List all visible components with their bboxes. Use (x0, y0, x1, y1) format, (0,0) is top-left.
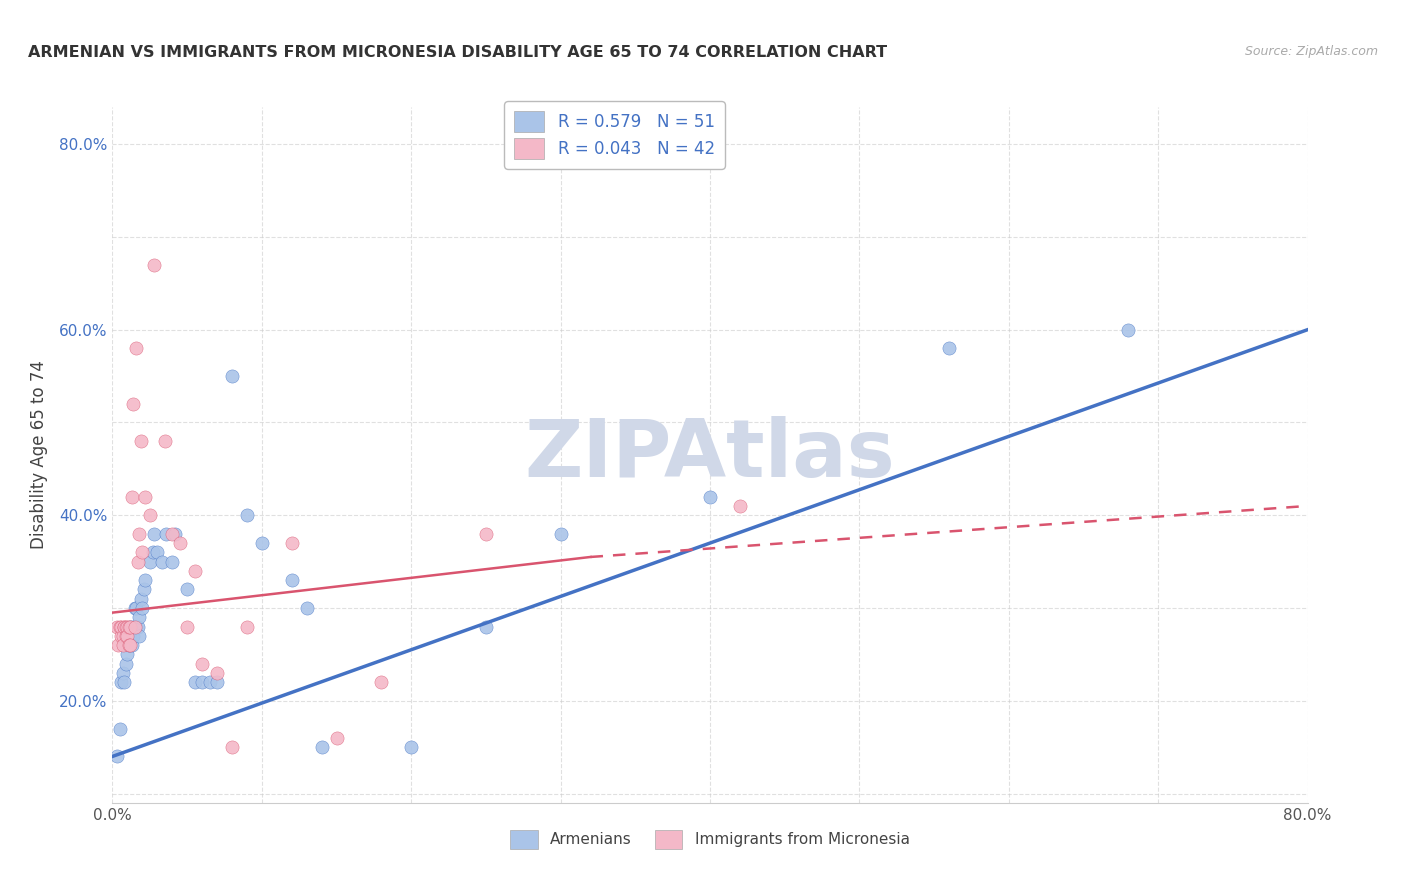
Point (139, 508, 162, 523)
Point (146, 545, 169, 559)
Point (128, 629, 150, 643)
Point (120, 619, 142, 633)
Point (108, 722, 131, 736)
Point (128, 526, 150, 541)
Point (198, 675, 221, 690)
Point (139, 555, 162, 569)
Point (115, 657, 138, 671)
Point (114, 619, 135, 633)
Point (221, 740, 243, 755)
Point (120, 629, 142, 643)
Point (118, 638, 141, 652)
Point (183, 564, 205, 578)
Point (128, 610, 150, 624)
Point (250, 536, 273, 550)
Point (125, 341, 148, 355)
Point (143, 526, 166, 541)
Point (134, 573, 156, 587)
Point (114, 675, 135, 690)
Point (121, 490, 143, 504)
Point (118, 619, 141, 633)
Point (121, 638, 143, 652)
Point (122, 397, 145, 411)
Point (105, 749, 128, 764)
Point (134, 490, 156, 504)
Point (191, 675, 214, 690)
Point (115, 638, 138, 652)
Point (401, 740, 423, 755)
Text: ARMENIAN VS IMMIGRANTS FROM MICRONESIA DISABILITY AGE 65 TO 74 CORRELATION CHART: ARMENIAN VS IMMIGRANTS FROM MICRONESIA D… (28, 45, 887, 60)
Point (117, 629, 139, 643)
Point (111, 629, 134, 643)
Point (221, 369, 243, 384)
Point (124, 601, 146, 615)
Point (110, 619, 132, 633)
Point (205, 665, 228, 680)
Point (127, 555, 149, 569)
Point (295, 601, 318, 615)
Point (938, 341, 960, 355)
Point (325, 731, 347, 745)
Point (105, 619, 128, 633)
Point (110, 629, 132, 643)
Point (127, 619, 149, 633)
Point (150, 555, 173, 569)
Point (236, 508, 259, 523)
Point (120, 638, 142, 652)
Point (236, 619, 259, 633)
Point (475, 526, 498, 541)
Point (550, 526, 572, 541)
Point (143, 258, 166, 272)
Point (120, 619, 142, 633)
Point (132, 582, 155, 597)
Text: ZIPAtlas: ZIPAtlas (524, 416, 896, 494)
Point (118, 638, 141, 652)
Point (131, 545, 153, 559)
Point (129, 434, 152, 448)
Point (728, 499, 751, 513)
Point (115, 619, 138, 633)
Point (191, 657, 214, 671)
Point (1118, 323, 1140, 337)
Point (117, 648, 139, 662)
Legend: Armenians, Immigrants from Micronesia: Armenians, Immigrants from Micronesia (502, 821, 918, 858)
Point (125, 619, 148, 633)
Point (281, 573, 304, 587)
Point (111, 665, 134, 680)
Point (114, 619, 135, 633)
Point (205, 675, 228, 690)
Point (117, 629, 139, 643)
Point (370, 675, 392, 690)
Point (125, 601, 148, 615)
Point (131, 601, 153, 615)
Point (155, 526, 177, 541)
Point (311, 740, 333, 755)
Point (142, 545, 165, 559)
Point (169, 536, 191, 550)
Y-axis label: Disability Age 65 to 74: Disability Age 65 to 74 (30, 360, 48, 549)
Text: Source: ZipAtlas.com: Source: ZipAtlas.com (1244, 45, 1378, 58)
Point (122, 629, 145, 643)
Point (176, 619, 198, 633)
Point (162, 555, 183, 569)
Point (108, 619, 131, 633)
Point (475, 619, 498, 633)
Point (281, 536, 304, 550)
Point (107, 638, 129, 652)
Point (176, 582, 198, 597)
Point (115, 629, 138, 643)
Point (121, 619, 143, 633)
Point (110, 675, 132, 690)
Point (117, 619, 139, 633)
Point (153, 434, 176, 448)
Point (124, 619, 146, 633)
Point (129, 591, 152, 606)
Point (111, 638, 134, 652)
Point (183, 675, 205, 690)
Point (124, 619, 146, 633)
Point (165, 526, 187, 541)
Point (699, 490, 721, 504)
Point (162, 526, 183, 541)
